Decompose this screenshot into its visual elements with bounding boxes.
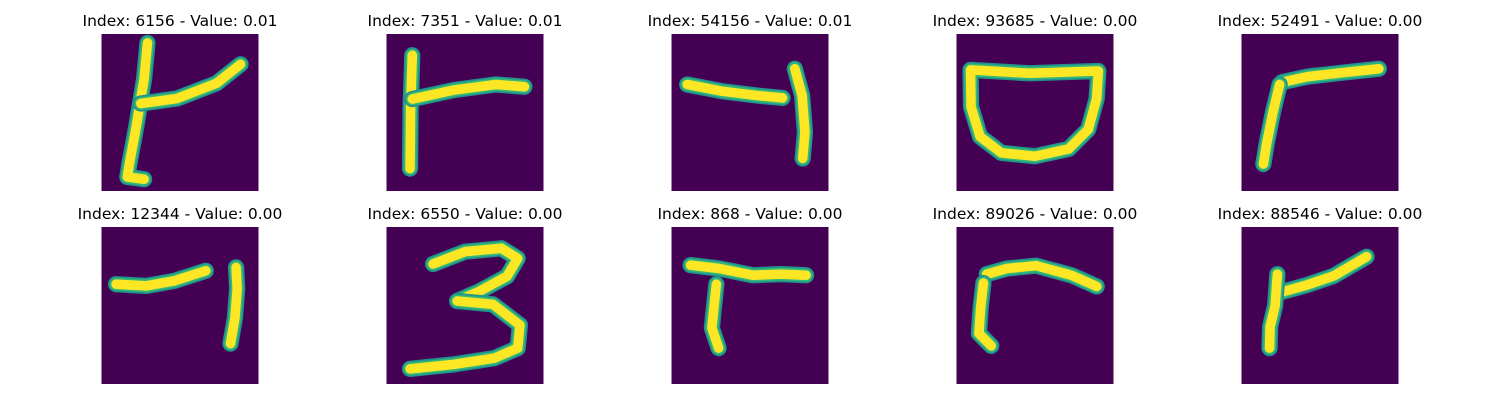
image-panel: Index: 868 - Value: 0.00 [640, 205, 860, 395]
digit-stroke-core [1258, 79, 1285, 169]
digit-stroke-core [1264, 269, 1283, 353]
image-panel: Index: 6156 - Value: 0.01 [70, 12, 290, 202]
digit-stroke-core [790, 63, 810, 164]
digit-stroke-core [707, 279, 724, 353]
panel-title: Index: 868 - Value: 0.00 [657, 205, 843, 223]
image-panel: Index: 89026 - Value: 0.00 [925, 205, 1145, 395]
image-panel: Index: 54156 - Value: 0.01 [640, 12, 860, 202]
digit-stroke-core [428, 243, 523, 306]
digit-image [671, 227, 829, 384]
image-panel: Index: 6550 - Value: 0.00 [355, 205, 575, 395]
digit-image [956, 34, 1114, 191]
digit-image [101, 227, 259, 384]
image-panel: Index: 7351 - Value: 0.01 [355, 12, 575, 202]
digit-image [1241, 34, 1399, 191]
image-panel: Index: 52491 - Value: 0.00 [1210, 12, 1430, 202]
panel-title: Index: 88546 - Value: 0.00 [1217, 205, 1423, 223]
digit-stroke-core [122, 38, 153, 184]
digit-image [386, 34, 544, 191]
panel-title: Index: 93685 - Value: 0.00 [932, 12, 1138, 30]
image-background [1241, 227, 1399, 384]
panel-title: Index: 6550 - Value: 0.00 [367, 205, 563, 223]
panel-title: Index: 52491 - Value: 0.00 [1217, 12, 1423, 30]
digit-stroke-core [682, 79, 788, 103]
image-panel: Index: 93685 - Value: 0.00 [925, 12, 1145, 202]
digit-stroke-core [1272, 251, 1372, 298]
digit-stroke-core [974, 278, 997, 351]
image-panel: Index: 88546 - Value: 0.00 [1210, 205, 1430, 395]
digit-stroke-core [225, 262, 242, 349]
image-background [671, 227, 829, 384]
digit-stroke-core [407, 79, 530, 104]
digit-image [956, 227, 1114, 384]
panel-title: Index: 7351 - Value: 0.01 [367, 12, 563, 30]
panel-title: Index: 89026 - Value: 0.00 [932, 205, 1138, 223]
digit-stroke-core [1277, 63, 1384, 87]
panel-title: Index: 54156 - Value: 0.01 [647, 12, 853, 30]
digit-image [386, 227, 544, 384]
panel-title: Index: 6156 - Value: 0.01 [82, 12, 278, 30]
digit-stroke-core [982, 260, 1102, 292]
digit-stroke-core [965, 65, 1104, 162]
digit-stroke-core [135, 59, 246, 109]
digit-stroke-core [111, 265, 211, 291]
digit-stroke-core [405, 50, 418, 174]
digit-stroke-core [405, 296, 525, 374]
digit-stroke-core [685, 260, 811, 280]
panel-title: Index: 12344 - Value: 0.00 [77, 205, 283, 223]
image-panel: Index: 12344 - Value: 0.00 [70, 205, 290, 395]
digit-image [101, 34, 259, 191]
digit-image [1241, 227, 1399, 384]
digit-image [671, 34, 829, 191]
